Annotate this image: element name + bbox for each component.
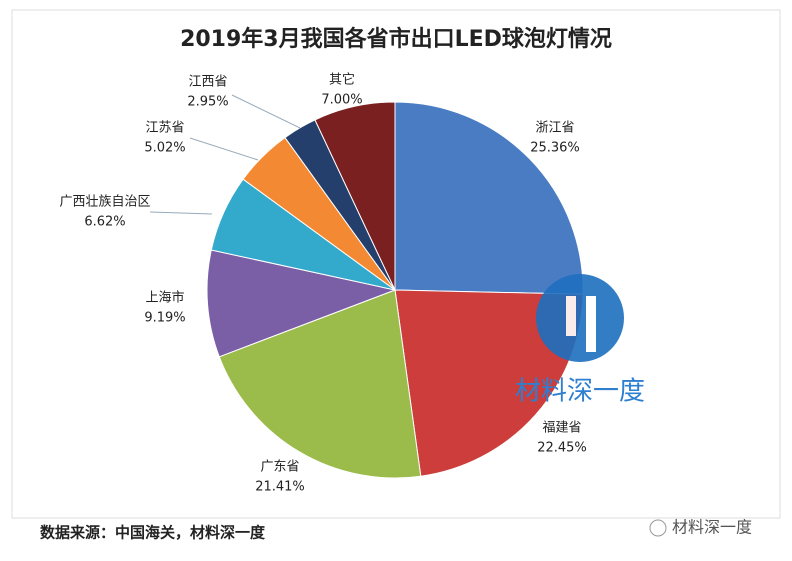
pie-slice: [394, 101, 584, 295]
slice-value: 7.00%: [321, 93, 362, 108]
slice-label: 江西省: [188, 75, 227, 90]
slice-value: 22.45%: [537, 441, 587, 456]
slice-value: 6.62%: [84, 215, 125, 230]
pie-slice: [206, 249, 397, 358]
pie: [206, 101, 584, 479]
slice-label: 福建省: [542, 421, 581, 436]
source-note: 数据来源：中国海关，材料深一度: [40, 524, 266, 542]
account-name: 材料深一度: [672, 518, 752, 537]
leader-line: [189, 137, 259, 161]
logo: [536, 274, 624, 362]
chart-title: 2019年3月我国各省市出口LED球泡灯情况: [180, 26, 612, 52]
slice-value: 5.02%: [144, 141, 185, 156]
account-icon: [649, 519, 667, 537]
leader-line: [149, 211, 213, 215]
pie-slice: [218, 289, 422, 479]
pie-slice: [314, 101, 396, 291]
slice-label: 浙江省: [535, 121, 574, 136]
slice-value: 2.95%: [187, 95, 228, 110]
chart-frame: [11, 9, 781, 519]
slice-label: 其它: [329, 72, 355, 88]
watermark: 材料深一度: [515, 377, 645, 407]
slice-label: 广东省: [260, 460, 299, 475]
slice-value: 25.36%: [530, 141, 580, 156]
slice-label: 上海市: [145, 290, 184, 306]
slice-value: 9.19%: [144, 311, 185, 326]
slice-value: 21.41%: [255, 480, 305, 495]
slice-label: 江苏省: [145, 120, 184, 136]
leader-line: [231, 94, 301, 129]
slice-label: 广西壮族自治区: [59, 194, 150, 210]
